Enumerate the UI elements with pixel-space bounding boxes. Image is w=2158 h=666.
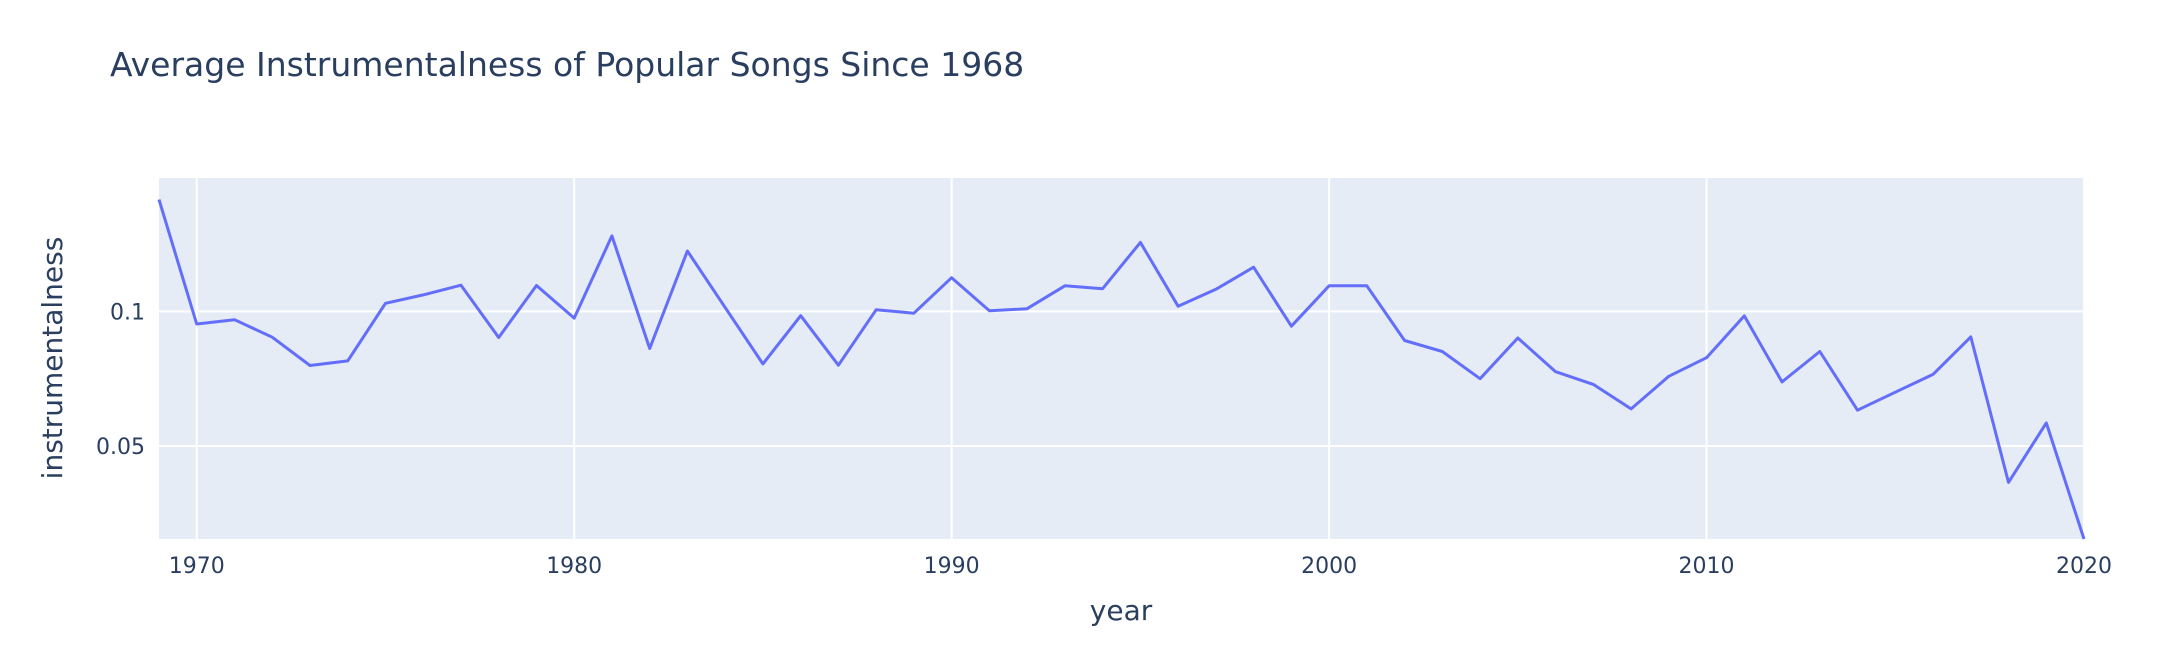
- series-line: [157, 199, 2086, 540]
- data-point: [155, 196, 163, 204]
- data-point: [797, 312, 805, 320]
- data-point: [1740, 312, 1748, 320]
- data-point: [1325, 282, 1333, 290]
- x-tick-label: 1970: [169, 554, 225, 579]
- data-point: [1514, 334, 1522, 342]
- data-point: [1929, 370, 1937, 378]
- y-tick-label: 0.1: [110, 300, 145, 325]
- y-axis-title: instrumentalness: [36, 237, 69, 480]
- data-point: [1287, 322, 1295, 330]
- x-axis-title: year: [1090, 594, 1153, 627]
- data-point: [306, 362, 314, 370]
- data-point: [1665, 372, 1673, 380]
- data-point: [344, 357, 352, 365]
- data-point: [231, 316, 239, 324]
- x-tick-labels: 1970 1980 1990 2000 2010 2020: [169, 554, 2112, 579]
- x-tick-label: 2000: [1301, 554, 1357, 579]
- x-tick-label: 2020: [2056, 554, 2112, 579]
- data-point: [268, 333, 276, 341]
- data-point: [1174, 302, 1182, 310]
- data-point: [1212, 285, 1220, 293]
- data-point: [759, 360, 767, 368]
- data-point: [1401, 337, 1409, 345]
- data-point: [1891, 388, 1899, 396]
- data-point: [646, 345, 654, 353]
- data-point: [533, 282, 541, 290]
- data-point: [495, 334, 503, 342]
- data-point: [1816, 348, 1824, 356]
- data-point: [2005, 478, 2013, 486]
- data-point: [1778, 378, 1786, 386]
- data-point: [683, 247, 691, 255]
- y-tick-labels: 0.05 0.1: [96, 300, 145, 460]
- data-point: [1136, 238, 1144, 246]
- data-point: [872, 306, 880, 314]
- data-point: [608, 232, 616, 240]
- plot-background: [159, 178, 2084, 539]
- data-point: [1061, 282, 1069, 290]
- data-point: [1627, 405, 1635, 413]
- data-point: [193, 320, 201, 328]
- data-point: [834, 361, 842, 369]
- series-group: [155, 196, 2088, 543]
- data-point: [1363, 282, 1371, 290]
- data-point: [1476, 375, 1484, 383]
- data-point: [1438, 348, 1446, 356]
- data-point: [1589, 380, 1597, 388]
- data-point: [948, 274, 956, 282]
- data-point: [721, 304, 729, 312]
- x-tick-label: 1980: [546, 554, 602, 579]
- data-point: [1250, 263, 1258, 271]
- data-point: [382, 299, 390, 307]
- data-point: [985, 307, 993, 315]
- data-point: [457, 281, 465, 289]
- data-point: [1023, 305, 1031, 313]
- x-tick-label: 2010: [1679, 554, 1735, 579]
- data-point: [1703, 354, 1711, 362]
- data-point: [1967, 333, 1975, 341]
- chart-title: Average Instrumentalness of Popular Song…: [110, 45, 1024, 84]
- data-point: [570, 314, 578, 322]
- data-point: [1099, 285, 1107, 293]
- data-point: [419, 291, 427, 299]
- data-point: [1854, 406, 1862, 414]
- y-tick-label: 0.05: [96, 435, 145, 460]
- data-point: [2080, 535, 2088, 543]
- data-point: [1552, 368, 1560, 376]
- x-tick-label: 1990: [924, 554, 980, 579]
- data-point: [910, 309, 918, 317]
- data-point: [2042, 419, 2050, 427]
